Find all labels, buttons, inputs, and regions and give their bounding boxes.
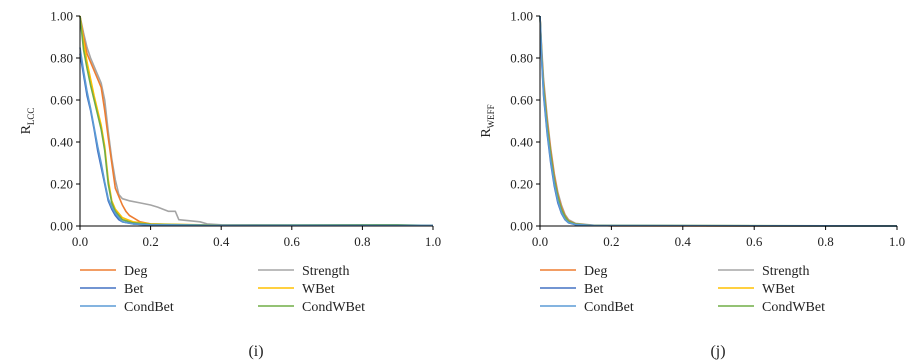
- x-tick-label: 0.6: [284, 234, 301, 249]
- y-tick-label: 0.40: [50, 135, 73, 150]
- series-line-deg: [79, 15, 434, 227]
- x-tick-label: 0.8: [354, 234, 370, 249]
- y-tick-label: 1.00: [50, 9, 73, 24]
- legend-label-wbet: WBet: [762, 282, 795, 297]
- y-tick-label: 0.00: [510, 219, 533, 234]
- y-axis-label: RLCC: [19, 108, 36, 135]
- y-axis-label-main: R: [479, 128, 494, 138]
- y-tick-label: 1.00: [510, 9, 533, 24]
- series-line-strength: [539, 15, 898, 227]
- y-tick-label: 0.60: [50, 93, 73, 108]
- y-tick-label: 0.80: [50, 51, 73, 66]
- legend: Deg Strength Bet WBet CondBet CondWBet: [540, 264, 825, 315]
- panel-caption: (i): [248, 343, 263, 360]
- legend-label-deg: Deg: [124, 264, 147, 279]
- series-line-condbet: [79, 47, 434, 227]
- legend-label-deg: Deg: [584, 264, 607, 279]
- legend-label-strength: Strength: [302, 264, 349, 279]
- series-line-strength: [79, 15, 434, 227]
- y-axis-label-subscript: WEFF: [486, 104, 496, 128]
- x-tick-label: 0.6: [746, 234, 763, 249]
- x-tick-label: 0.0: [532, 234, 548, 249]
- legend-label-wbet: WBet: [302, 282, 335, 297]
- legend-label-bet: Bet: [124, 282, 144, 297]
- y-axis-label-main: R: [19, 124, 34, 134]
- chart-panel-0: 0.00 0.20 0.40 0.60 0.80 1.00 0.0 0.2 0.4 0.6 0.8 1…: [19, 9, 441, 361]
- y-tick-label: 0.60: [510, 93, 533, 108]
- x-tick-label: 0.2: [142, 234, 158, 249]
- legend-label-condbet: CondBet: [584, 300, 634, 315]
- legend-label-condwbet: CondWBet: [302, 300, 365, 315]
- legend-label-condbet: CondBet: [124, 300, 174, 315]
- x-tick-label: 1.0: [889, 234, 905, 249]
- x-tick-label: 1.0: [425, 234, 441, 249]
- legend-label-bet: Bet: [584, 282, 604, 297]
- x-tick-label: 0.2: [603, 234, 619, 249]
- series-line-condbet: [539, 15, 898, 227]
- y-axis-label: RWEFF: [479, 104, 496, 137]
- y-tick-label: 0.40: [510, 135, 533, 150]
- y-tick-label: 0.20: [510, 177, 533, 192]
- series-line-bet: [79, 53, 434, 227]
- y-axis-label-subscript: LCC: [26, 108, 36, 126]
- legend: Deg Strength Bet WBet CondBet CondWBet: [80, 264, 365, 315]
- x-tick-label: 0.4: [675, 234, 692, 249]
- y-tick-label: 0.80: [510, 51, 533, 66]
- series-line-condwbet: [539, 15, 898, 227]
- y-tick-label: 0.20: [50, 177, 73, 192]
- legend-label-strength: Strength: [762, 264, 809, 279]
- y-tick-label: 0.00: [50, 219, 73, 234]
- x-tick-label: 0.8: [817, 234, 833, 249]
- legend-label-condwbet: CondWBet: [762, 300, 825, 315]
- panel-caption: (j): [710, 343, 725, 360]
- series-line-wbet: [539, 15, 898, 227]
- x-tick-label: 0.0: [72, 234, 88, 249]
- series-line-deg: [539, 15, 898, 227]
- series-line-bet: [539, 15, 898, 227]
- series-line-wbet: [79, 15, 434, 227]
- chart-panel-1: 0.00 0.20 0.40 0.60 0.80 1.00 0.0 0.2 0.4 0.6 0.8 1…: [479, 9, 905, 361]
- x-tick-label: 0.4: [213, 234, 230, 249]
- series-line-condwbet: [79, 15, 434, 227]
